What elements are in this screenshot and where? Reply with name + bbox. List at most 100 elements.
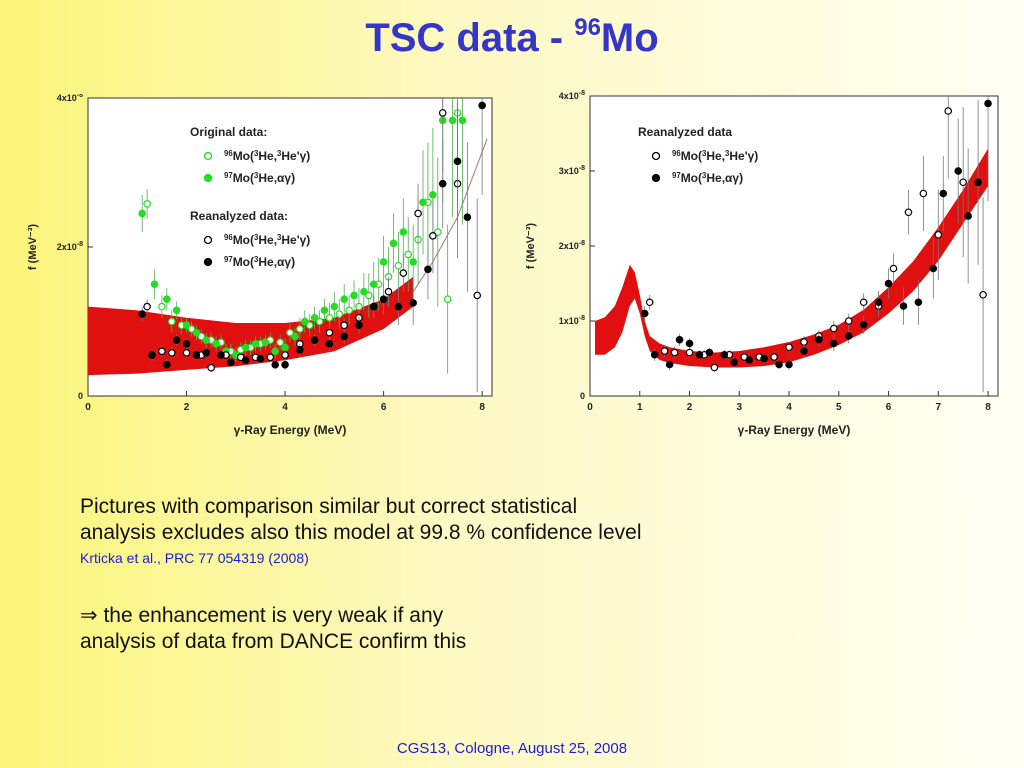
data-point [143, 302, 151, 311]
chart-reanalyzed-data: 0 1 2 3 4 5 6 7 8 0 1x10-8 2x10-8 3x10-8 4x10-8 γ-Ray … [520, 82, 1008, 450]
data-point [409, 258, 417, 266]
data-point [685, 348, 694, 357]
data-point [438, 109, 447, 117]
data-point [844, 332, 853, 340]
data-point [182, 340, 191, 348]
series-2 [640, 96, 992, 370]
conclusion-line-2: analysis of data from DANCE confirm this [80, 630, 467, 653]
data-point [409, 299, 417, 307]
legend-heading: Reanalyzed data: [190, 209, 288, 223]
data-point [281, 360, 289, 369]
series-4 [138, 98, 486, 370]
data-point [800, 338, 808, 346]
data-point [899, 302, 908, 310]
legend-entry: 97Mo(3He,αγ) [672, 171, 743, 186]
x-tick-label: 5 [836, 402, 842, 413]
data-point [172, 336, 181, 344]
data-point [251, 340, 260, 348]
data-point [429, 191, 437, 199]
data-point [150, 280, 159, 289]
conclusion-line-1-text: the enhancement is very weak if any [97, 604, 444, 627]
data-point [335, 310, 344, 318]
implies-arrow-icon: ⇒ [80, 604, 98, 627]
data-point [182, 321, 191, 330]
data-point [660, 347, 669, 355]
data-point [138, 310, 146, 318]
data-point [271, 347, 280, 356]
data-point [438, 179, 447, 188]
data-point [271, 360, 280, 369]
data-point [670, 348, 679, 357]
data-point [800, 347, 808, 355]
data-point [315, 317, 324, 326]
data-point [369, 302, 378, 311]
data-point [939, 189, 948, 198]
data-point [192, 351, 201, 359]
data-point [399, 228, 408, 236]
data-point [217, 351, 225, 359]
x-tick-label: 4 [282, 402, 288, 413]
y-tick-label: 0 [580, 391, 585, 401]
data-point [859, 298, 868, 307]
data-point [340, 332, 348, 341]
data-point [320, 306, 329, 315]
data-point [770, 353, 778, 361]
x-axis-label: γ-Ray Energy (MeV) [234, 423, 347, 437]
data-point [158, 347, 166, 356]
data-point [350, 291, 358, 300]
data-point [830, 339, 838, 348]
x-axis-label: γ-Ray Energy (MeV) [738, 423, 851, 437]
data-point [325, 313, 334, 322]
data-point [775, 360, 783, 369]
data-point [261, 338, 270, 347]
citation-link[interactable]: Krticka et al., PRC 77 054319 (2008) [80, 550, 309, 566]
data-point [399, 269, 408, 277]
data-point [710, 363, 719, 372]
data-point [904, 208, 913, 217]
data-point [360, 287, 368, 296]
data-point [785, 360, 793, 369]
plot-layer [88, 98, 488, 393]
x-tick-label: 6 [381, 402, 387, 413]
series-2 [138, 98, 467, 363]
data-point [979, 290, 987, 299]
data-point [934, 230, 943, 239]
legend-marker [203, 235, 213, 245]
data-point [241, 356, 250, 365]
data-point [859, 320, 868, 329]
data-point [874, 298, 883, 307]
data-point [954, 167, 962, 175]
data-point [266, 353, 275, 362]
conclusion-text: ⇒ the enhancement is very weak if any an… [80, 603, 466, 655]
data-point [414, 209, 422, 218]
x-tick-label: 4 [786, 402, 792, 413]
x-tick-label: 3 [736, 402, 742, 413]
chart-original-data: 0 2 4 6 8 0 2x10-8 4x10-8 γ-Ray Energy (MeV) f (M… [22, 94, 500, 446]
data-point [310, 336, 319, 344]
data-point [443, 295, 452, 303]
data-point [197, 332, 206, 341]
data-point [355, 321, 363, 330]
y-axis-label: f (MeV⁻³) [27, 224, 39, 270]
model-curve [412, 138, 488, 292]
body-text: Pictures with comparison similar but cor… [80, 494, 641, 546]
data-point [919, 189, 928, 198]
legend-entry: 96Mo(3He,3He'γ) [224, 233, 310, 248]
data-point [685, 339, 694, 348]
data-point [212, 340, 220, 348]
y-tick-label: 3x10-8 [559, 165, 585, 176]
x-tick-label: 0 [587, 402, 593, 413]
data-point [148, 351, 156, 359]
data-point [241, 343, 250, 352]
data-point [256, 354, 265, 363]
y-tick-label: 2x10-8 [559, 240, 585, 251]
chart-reanalyzed-svg: 0 1 2 3 4 5 6 7 8 0 1x10-8 2x10-8 3x10-8 4x10-8 γ-Ray … [525, 90, 999, 437]
data-point [844, 317, 853, 325]
data-point [192, 328, 201, 337]
footer-text: CGS13, Cologne, August 25, 2008 [396, 740, 628, 757]
chart-original-svg: 0 2 4 6 8 0 2x10-8 4x10-8 γ-Ray Energy (MeV) f (M… [27, 94, 493, 437]
data-point [650, 350, 659, 359]
y-tick-label: 0 [78, 391, 83, 401]
data-point [640, 309, 649, 318]
data-point [705, 348, 714, 357]
